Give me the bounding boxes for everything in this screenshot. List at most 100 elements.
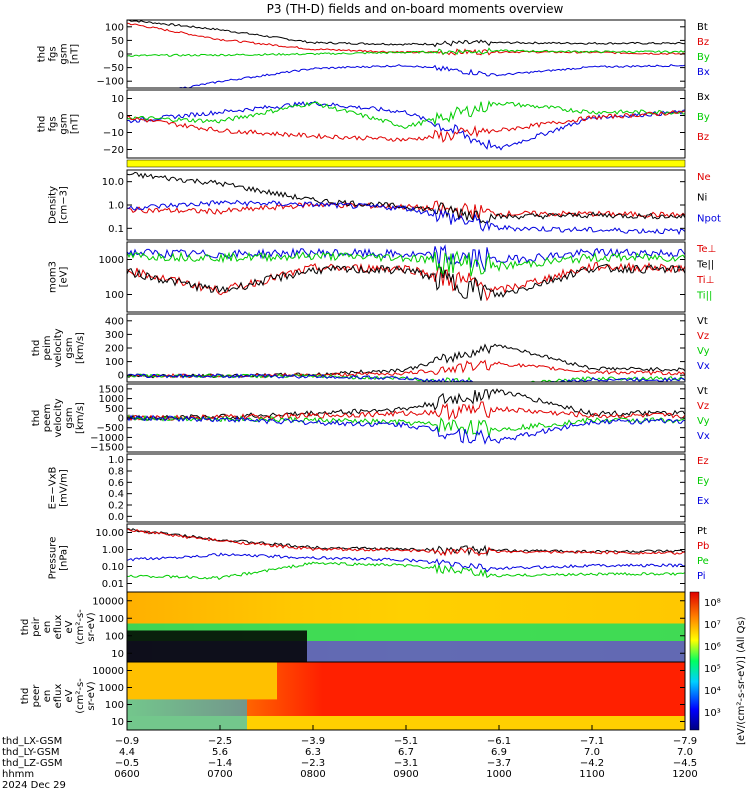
legend-Pe: Pe [697, 556, 709, 567]
xaxis-row-name: thd_LX-GSM [2, 736, 62, 747]
spectrogram-band-blue [127, 699, 247, 730]
series-Npot-p4 [127, 199, 686, 236]
ylabel-line: sr-eV) [86, 681, 97, 710]
ylabel-p2: thd fgs gsm [nT] [37, 113, 81, 134]
ylabel-line: [nT] [70, 114, 81, 134]
ylabel-line: peir [31, 616, 42, 636]
ytick-label: 1000 [99, 394, 124, 405]
ylabel-p6: thd peim velocity gsm [km/s] [31, 328, 86, 367]
ytick-label: 10000 [92, 666, 124, 677]
colorbar-gradient [689, 591, 700, 731]
colorbar-tick: 10⁶ [704, 642, 721, 653]
panel-frame [126, 453, 686, 523]
ylabel-line: eflux [53, 684, 64, 709]
ytick-label: 10 [111, 649, 124, 660]
series-Ti||-p5 [126, 250, 686, 277]
legend-Bz: Bz [697, 132, 709, 143]
series-Te||-p5 [126, 263, 686, 301]
ylabel-line: thd [31, 410, 42, 427]
ytick-label: −50 [103, 63, 124, 74]
xaxis-date: 2024 Dec 29 [2, 780, 66, 791]
series-Pt-p9 [126, 528, 686, 557]
ylabel-line: thd [20, 619, 31, 636]
ylabel-line: eV [64, 689, 75, 702]
ylabel-p11: thd peer en eflux eV (cm²-s-sr-eV) [20, 678, 97, 714]
ytick-label: 10000 [92, 596, 124, 607]
ytick-label: 1000 [99, 683, 124, 694]
xaxis-value: −4.5 [673, 758, 697, 769]
ylabel-p7: thd peem velocity gsm [km/s] [31, 398, 86, 437]
xaxis-value: 6.9 [491, 747, 507, 758]
ylabel-line: eV [64, 620, 75, 633]
ytick-label: 1000 [99, 255, 124, 266]
xaxis-value: 1100 [579, 769, 604, 780]
legend-Ex: Ex [697, 496, 709, 507]
ytick-label: 1.00 [102, 545, 124, 556]
ylabel-line: [mV/m] [59, 469, 70, 507]
legend-Ne: Ne [697, 172, 711, 183]
ytick-label: 300 [105, 330, 124, 341]
ytick-label: 0.6 [108, 478, 124, 489]
ytick-label: 1000 [99, 614, 124, 625]
xaxis-value: 0600 [114, 769, 139, 780]
xaxis-value: −0.9 [115, 736, 139, 747]
legend-Vt: Vt [697, 316, 708, 327]
panel-p1: 100 50 0 −50 −100 thd fgs gsm [nT] Bt Bz By Bx [37, 19, 710, 89]
ylabel-p1: thd fgs gsm [nT] [37, 43, 81, 64]
xaxis-value: 1200 [672, 769, 697, 780]
xaxis-value: −0.5 [115, 758, 139, 769]
legend-Ti⊥: Ti⊥ [696, 275, 714, 286]
ytick-label: −1000 [90, 433, 124, 444]
ytick-label: 200 [105, 344, 124, 355]
status-bar [126, 159, 686, 168]
legend-Vt: Vt [697, 386, 708, 397]
xaxis-value: −2.3 [301, 758, 325, 769]
ylabel-line: peem [42, 404, 53, 432]
ylabel-line: en [42, 621, 53, 634]
series-Pb-p9 [126, 528, 686, 557]
legend-Ey: Ey [697, 476, 709, 487]
ylabel-line: [eV] [59, 267, 70, 288]
series-Ti⊥-p5 [126, 244, 686, 272]
xaxis-value: −3.7 [487, 758, 511, 769]
ytick-label: 50 [111, 36, 124, 47]
panel-frame [126, 89, 686, 159]
colorbar-tick: 10⁴ [704, 686, 721, 697]
legend-By: By [697, 112, 710, 123]
ytick-label: 1500 [99, 384, 124, 395]
ytick-label: 0.10 [102, 562, 124, 573]
legend-Vx: Vx [697, 431, 710, 442]
colorbar-tick: 10³ [704, 708, 721, 719]
spectrogram-band-low [127, 716, 685, 730]
ytick-label: 10 [111, 717, 124, 728]
legend-Vy: Vy [697, 416, 710, 427]
series-Bt-p1 [126, 19, 685, 48]
legend-Ni: Ni [697, 193, 707, 204]
series-By-p2 [126, 100, 686, 129]
xaxis-row-name: thd_LZ-GSM [2, 758, 63, 769]
ytick-label: 0.2 [108, 501, 124, 512]
series-Vt-p7 [126, 388, 686, 422]
legend-Ti||: Ti|| [696, 291, 712, 302]
colorbar-tick: 10⁵ [704, 664, 721, 675]
ylabel-line: fgs [48, 116, 59, 131]
panel-frame [126, 523, 686, 593]
xaxis-row-name: hhmm [2, 769, 34, 780]
ytick-label: 0.0 [108, 512, 124, 523]
spectrogram-noise-region [127, 630, 307, 662]
ylabel-line: Pressure [48, 537, 59, 580]
xaxis-value: −3.9 [301, 736, 325, 747]
series-Ne-p4 [126, 200, 686, 221]
ylabel-line: [cm−3] [59, 186, 70, 224]
legend-Te||: Te|| [696, 260, 714, 271]
colorbar-tick: 10⁸ [704, 598, 721, 609]
series-Vz-p7 [126, 401, 686, 421]
ylabel-line: gsm [64, 337, 75, 358]
ylabel-line: (cm²-s- [75, 678, 86, 714]
series-Vy-p7 [126, 414, 686, 437]
ytick-label: 100 [105, 290, 124, 301]
xaxis-value: −4.2 [580, 758, 604, 769]
panel-frame [126, 19, 686, 89]
